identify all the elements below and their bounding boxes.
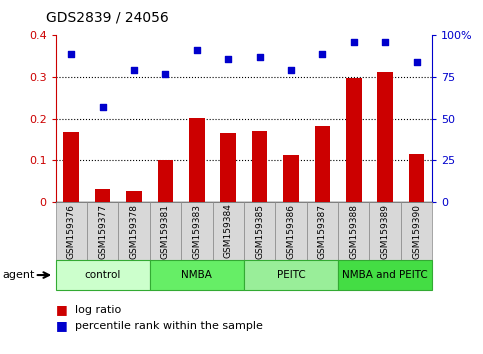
Bar — [189, 118, 205, 202]
Text: GSM159378: GSM159378 — [129, 204, 139, 258]
Bar — [275, 202, 307, 260]
Text: GSM159384: GSM159384 — [224, 204, 233, 258]
Bar — [409, 154, 425, 202]
Point — [287, 68, 295, 73]
Bar — [126, 192, 142, 202]
Bar — [338, 202, 369, 260]
Bar — [314, 126, 330, 202]
Bar — [150, 260, 244, 290]
Bar — [95, 189, 111, 202]
Point — [382, 39, 389, 45]
Text: agent: agent — [2, 270, 35, 280]
Point — [68, 51, 75, 57]
Point — [256, 54, 264, 60]
Bar — [252, 131, 268, 202]
Text: control: control — [85, 270, 121, 280]
Text: GSM159385: GSM159385 — [255, 204, 264, 258]
Bar — [213, 202, 244, 260]
Point — [319, 51, 327, 57]
Bar — [56, 260, 150, 290]
Text: GSM159390: GSM159390 — [412, 204, 421, 258]
Bar — [377, 72, 393, 202]
Bar — [401, 202, 432, 260]
Text: GSM159389: GSM159389 — [381, 204, 390, 258]
Point — [350, 39, 357, 45]
Text: GDS2839 / 24056: GDS2839 / 24056 — [46, 11, 169, 25]
Bar — [181, 202, 213, 260]
Bar — [244, 202, 275, 260]
Text: PEITC: PEITC — [277, 270, 305, 280]
Bar — [346, 78, 362, 202]
Bar — [150, 202, 181, 260]
Text: percentile rank within the sample: percentile rank within the sample — [75, 321, 263, 331]
Text: GSM159387: GSM159387 — [318, 204, 327, 258]
Bar — [56, 202, 87, 260]
Point — [130, 68, 138, 73]
Text: ■: ■ — [56, 319, 67, 332]
Bar — [87, 202, 118, 260]
Text: NMBA: NMBA — [182, 270, 212, 280]
Bar — [283, 155, 299, 202]
Bar — [244, 260, 338, 290]
Point — [193, 47, 201, 53]
Bar — [369, 202, 401, 260]
Bar — [157, 160, 173, 202]
Bar — [338, 260, 432, 290]
Text: NMBA and PEITC: NMBA and PEITC — [342, 270, 428, 280]
Text: ■: ■ — [56, 303, 67, 316]
Point — [99, 104, 107, 110]
Text: GSM159376: GSM159376 — [67, 204, 76, 258]
Bar — [118, 202, 150, 260]
Text: GSM159388: GSM159388 — [349, 204, 358, 258]
Point — [161, 71, 170, 76]
Bar — [63, 132, 79, 202]
Text: GSM159386: GSM159386 — [286, 204, 296, 258]
Point — [412, 59, 420, 65]
Text: log ratio: log ratio — [75, 305, 121, 315]
Text: GSM159383: GSM159383 — [192, 204, 201, 258]
Bar — [220, 133, 236, 202]
Point — [224, 56, 232, 62]
Bar — [307, 202, 338, 260]
Text: GSM159381: GSM159381 — [161, 204, 170, 258]
Text: GSM159377: GSM159377 — [98, 204, 107, 258]
